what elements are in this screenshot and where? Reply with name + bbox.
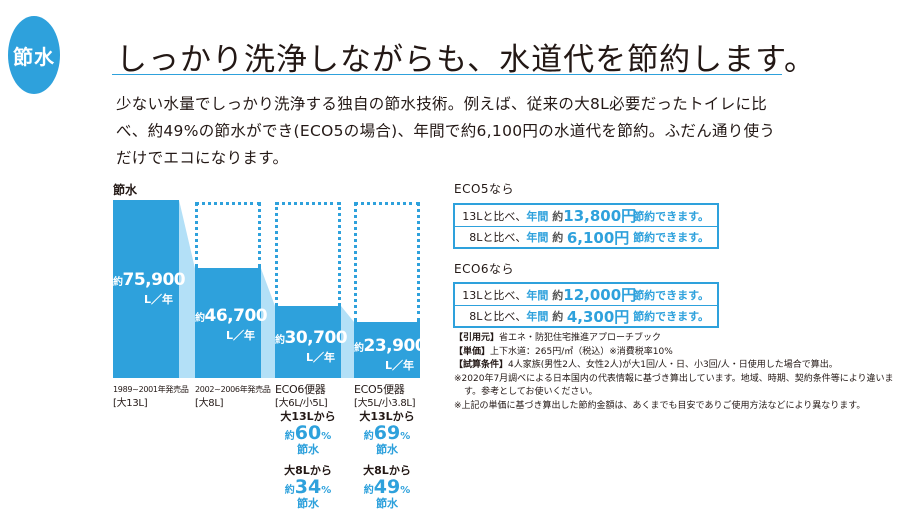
saving-from: 大8Lから (363, 464, 411, 477)
savings-suffix: 節約できます。 (629, 310, 709, 323)
category-name: 1989~2001年発売品 (113, 385, 189, 394)
saving-from: 大8Lから (284, 464, 332, 477)
bar: 約23,900 L／年 (354, 321, 427, 378)
footnote-text: 4人家族(男性2人、女性2人)が大1回/人・日、小3回/人・日使用した場合で算出… (508, 360, 838, 370)
savings-suffix: 節約できます。 (629, 209, 709, 223)
footnote: 【引用元】省エネ・防犯住宅推進アプローチブック (454, 332, 899, 346)
saving-percent: 約69% (363, 422, 411, 445)
bar-unit: L／年 (225, 329, 255, 343)
saving-rate: 大13Lから 約60% 節水 (278, 410, 338, 456)
saving-label: 節水 (297, 442, 319, 456)
bar-value: 約75,900 (113, 270, 186, 290)
previous-volume-outline: 大13Lから 約69% 節水 大8Lから 約49% 節水 (354, 202, 420, 510)
saving-from: 大13Lから (359, 410, 415, 423)
saving-percent: 約49% (363, 476, 411, 499)
bar-connector (261, 268, 275, 378)
bar-value: 約23,900 (354, 335, 427, 356)
period: 年間 (526, 209, 553, 223)
savings-amount: 12,000円 (563, 286, 637, 304)
page-title: しっかり洗浄しながらも、水道代を節約します。 (116, 42, 816, 78)
footnote: ※2020年7月調べによる日本国内の代表情報に基づき算出しています。地域、時期、… (454, 373, 899, 400)
footnote-text: ※2020年7月調べによる日本国内の代表情報に基づき算出しています。地域、時期、… (454, 373, 894, 398)
footnote: ※上記の単価に基づき算出した節約金額は、あくまでも目安でありご使用方法などにより… (454, 400, 899, 414)
footnote-key: 【試算条件】 (454, 360, 509, 370)
footnote-key: 【引用元】 (454, 333, 500, 343)
period: 年間 (526, 310, 553, 323)
footnotes: 【引用元】省エネ・防犯住宅推進アプローチブック 【単価】上下水道：265円/㎥（税… (454, 332, 899, 413)
chart-title: 節水 (113, 183, 138, 197)
compare-text: 13Lと比べ、 (462, 209, 527, 223)
savings-amount: 6,100円 (566, 228, 630, 247)
approx: 約 (552, 310, 564, 323)
savings-row: 13Lと比べ、 年間 約 12,000円 節約できます。 (455, 284, 717, 305)
footnote: 【試算条件】4人家族(男性2人、女性2人)が大1回/人・日、小3回/人・日使用し… (454, 359, 899, 373)
footnote-key: 【単価】 (454, 346, 491, 357)
bar-value: 約30,700 (275, 327, 348, 348)
previous-volume-outline: 大13Lから 約60% 節水 大8Lから 約34% 節水 (275, 202, 341, 510)
approx: 約 (552, 209, 564, 223)
bar: 約46,700 L／年 (195, 268, 268, 378)
section-badge: 節水 (8, 16, 60, 94)
saving-rate: 大13Lから 約69% 節水 (357, 410, 417, 456)
period: 年間 (526, 231, 553, 244)
period: 年間 (526, 288, 553, 302)
bar-connectors (179, 200, 354, 378)
compare-text: 13Lと比べ、 (462, 288, 527, 302)
footnote-text: 省エネ・防犯住宅推進アプローチブック (499, 333, 662, 343)
previous-volume-outline (195, 202, 261, 269)
bar-category-label: ECO5便器 [大5L/小3.8L] (354, 383, 416, 411)
approx: 約 (552, 288, 564, 302)
savings-amount: 4,300円 (566, 307, 630, 326)
bar-connector (341, 306, 354, 378)
category-name: 2002~2006年発売品 (195, 385, 271, 394)
savings-box: 13Lと比べ、 年間 約 13,800円 節約できます。 8Lと比べ、 年間 約 6,10… (453, 203, 719, 249)
saving-percent: 約60% (284, 422, 332, 445)
bar-unit: L／年 (143, 293, 173, 306)
savings-suffix: 節約できます。 (629, 231, 709, 244)
approx: 約 (552, 231, 564, 244)
lead-paragraph: 少ない水量でしっかり洗浄する独自の節水技術。例えば、従来の大8L必要だったトイレ… (116, 95, 776, 167)
savings-row: 8Lと比べ、 年間 約 6,100円 節約できます。 (455, 226, 717, 247)
category-capacity: [大6L/小5L] (275, 398, 328, 409)
category-capacity: [大13L] (113, 398, 148, 409)
bar-category-label: 1989~2001年発売品 [大13L] (113, 383, 189, 411)
saving-rate: 大8Lから 約49% 節水 (357, 464, 417, 510)
category-name: ECO6便器 (275, 383, 326, 396)
title-divider (112, 74, 782, 75)
savings-row: 8Lと比べ、 年間 約 4,300円 節約できます。 (455, 305, 717, 326)
bar-unit: L／年 (384, 358, 414, 372)
savings-amount: 13,800円 (563, 207, 637, 225)
compare-text: 8Lと比べ、 (469, 231, 527, 244)
bar-unit: L／年 (305, 350, 335, 364)
bar-category-label: 2002~2006年発売品 [大8L] (195, 383, 271, 411)
bar-category-label: ECO6便器 [大6L/小5L] (275, 383, 328, 411)
savings-heading: ECO6なら (454, 262, 515, 276)
saving-label: 節水 (376, 442, 398, 456)
bar-connector (179, 200, 195, 378)
saving-label: 節水 (297, 496, 319, 510)
category-name: ECO5便器 (354, 383, 405, 396)
footnote-text: 上下水道：265円/㎥（税込）※消費税率10% (490, 346, 673, 357)
savings-suffix: 節約できます。 (629, 288, 709, 302)
footnote-text: ※上記の単価に基づき算出した節約金額は、あくまでも目安でありご使用方法などにより… (454, 400, 866, 411)
category-capacity: [大8L] (195, 398, 224, 409)
bar: 約30,700 L／年 (275, 306, 348, 378)
saving-from: 大13Lから (280, 410, 336, 423)
category-capacity: [大5L/小3.8L] (354, 398, 416, 409)
bar-value: 約46,700 (195, 306, 268, 327)
saving-label: 節水 (376, 496, 398, 510)
savings-heading: ECO5なら (454, 182, 515, 196)
compare-text: 8Lと比べ、 (469, 310, 527, 323)
savings-box: 13Lと比べ、 年間 約 12,000円 節約できます。 8Lと比べ、 年間 約 4,30… (453, 282, 719, 328)
savings-row: 13Lと比べ、 年間 約 13,800円 節約できます。 (455, 205, 717, 226)
saving-rate: 大8Lから 約34% 節水 (278, 464, 338, 510)
saving-percent: 約34% (284, 476, 332, 499)
footnote: 【単価】上下水道：265円/㎥（税込）※消費税率10% (454, 346, 899, 360)
bar: 約75,900 L／年 (113, 200, 186, 378)
